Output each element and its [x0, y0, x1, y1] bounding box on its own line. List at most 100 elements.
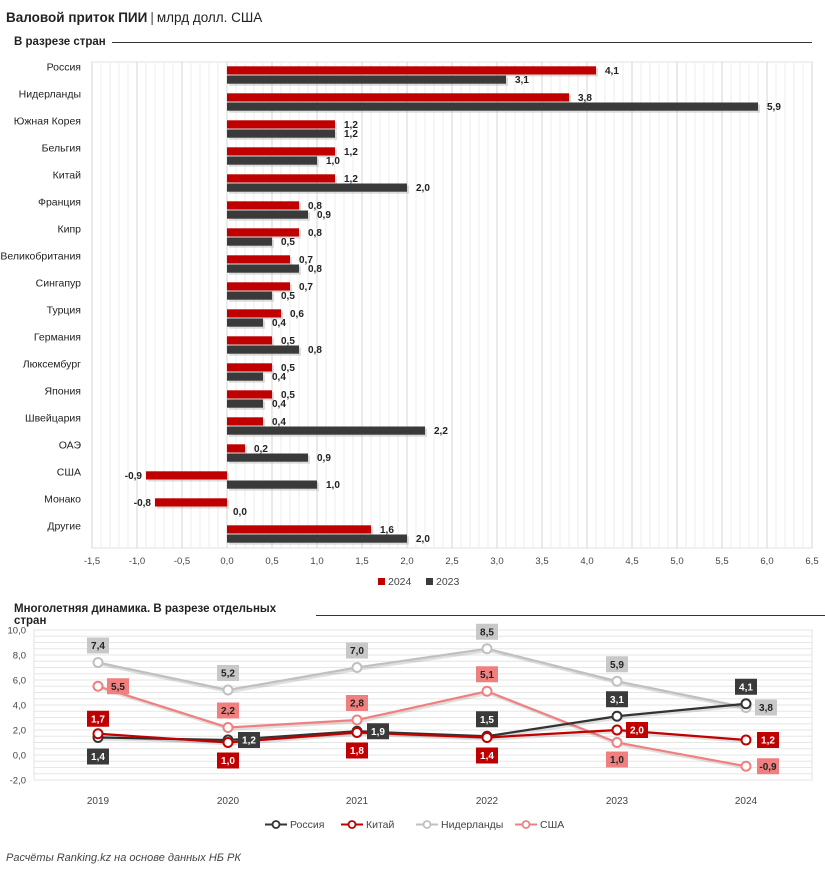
bar-2024	[146, 471, 227, 480]
bar-value-label: 0,2	[254, 444, 268, 455]
bar-value-label: 0,9	[317, 210, 331, 221]
y-tick-label: 2,0	[13, 726, 26, 737]
bar-value-label: 2,0	[416, 183, 430, 194]
data-label-box	[735, 678, 757, 695]
category-label: Бельгия	[42, 143, 81, 155]
data-label: 5,1	[480, 670, 494, 681]
data-point	[611, 737, 623, 748]
bar-2023	[227, 75, 506, 84]
data-point	[481, 732, 493, 743]
bar-2023	[227, 237, 272, 246]
x-tick-label: 1,5	[355, 556, 368, 567]
bar-2024	[227, 120, 335, 129]
data-label-box	[87, 710, 109, 727]
data-label: 1,7	[91, 714, 105, 725]
category-label: Нидерланды	[19, 89, 81, 101]
data-label-box	[757, 732, 779, 748]
x-tick-label: 0,5	[265, 556, 278, 567]
data-label-box	[217, 702, 239, 719]
section-countries: В разрезе стран	[14, 36, 812, 48]
bar-2024	[227, 228, 299, 237]
bar-2024	[155, 498, 227, 507]
x-tick-label: -1,5	[84, 556, 100, 567]
data-label: 1,0	[610, 755, 624, 766]
data-label: 2,2	[221, 706, 235, 717]
data-label: 8,5	[480, 627, 494, 638]
x-tick-label: 6,5	[805, 556, 818, 567]
category-label: Россия	[47, 62, 81, 74]
x-tick-label: 2,0	[400, 556, 413, 567]
bar-2023	[227, 183, 407, 192]
data-point	[611, 724, 623, 736]
data-label-box	[476, 666, 498, 683]
section-title-countries: В разрезе стран	[14, 36, 106, 48]
bar-2023	[227, 291, 272, 300]
data-label-box	[755, 699, 777, 716]
data-label-box	[606, 751, 628, 768]
bar-2023	[227, 210, 308, 219]
x-tick-label: 5,0	[670, 556, 683, 567]
bar-value-label: 0,8	[308, 228, 322, 239]
y-tick-label: -2,0	[10, 776, 26, 787]
bar-2023	[227, 372, 263, 381]
data-label-box	[87, 748, 109, 765]
y-tick-label: 10,0	[8, 626, 27, 637]
category-label: Турция	[47, 305, 81, 317]
bar-2024	[227, 174, 335, 183]
x-tick-label: 3,0	[490, 556, 503, 567]
data-label: 1,0	[221, 756, 235, 767]
data-label: 7,4	[91, 641, 105, 652]
bar-value-label: 0,5	[281, 237, 295, 248]
category-label: Монако	[44, 494, 81, 506]
data-point	[351, 714, 363, 726]
data-point	[222, 722, 234, 733]
x-tick-label: 1,0	[310, 556, 323, 567]
data-point	[92, 728, 104, 740]
category-label: Сингапур	[36, 278, 82, 290]
data-label: 3,8	[759, 703, 773, 714]
bar-value-label: 0,8	[308, 201, 322, 212]
bar-2024	[227, 66, 596, 75]
data-point	[740, 698, 752, 710]
bar-value-label: 1,0	[326, 156, 340, 167]
chart-title: Валовой приток ПИИ | млрд долл. США	[6, 10, 262, 25]
data-label: 1,2	[242, 736, 256, 747]
data-point	[92, 680, 104, 692]
bar-value-label: 1,2	[344, 129, 358, 140]
bar-value-label: 3,1	[515, 75, 529, 86]
data-label: 5,5	[111, 682, 125, 693]
legend-marker	[347, 820, 357, 829]
bar-value-label: 0,7	[299, 282, 313, 293]
bar-2023	[227, 129, 335, 138]
bar-2023	[227, 156, 317, 165]
data-label-box	[476, 711, 498, 728]
bar-2023	[227, 345, 299, 354]
bar-2024	[227, 201, 299, 210]
legend-label: 2024	[388, 576, 412, 588]
bar-2023	[227, 534, 407, 543]
section-title-dynamics: Многолетняя динамика. В разрезе отдельны…	[14, 603, 277, 627]
bar-2023	[227, 318, 263, 327]
data-label: 3,1	[610, 695, 624, 706]
bar-2023	[227, 399, 263, 408]
bar-value-label: 0,5	[281, 291, 295, 302]
data-point	[611, 675, 623, 687]
bar-2024	[227, 336, 272, 345]
data-label-box	[757, 758, 779, 775]
bar-value-label: 5,9	[767, 102, 781, 113]
data-label-box	[87, 637, 109, 654]
y-tick-label: 4,0	[13, 701, 26, 712]
y-tick-label: 8,0	[13, 651, 26, 662]
bar-value-label: 3,8	[578, 93, 592, 104]
category-label: Южная Корея	[14, 116, 81, 128]
bar-2023	[227, 480, 317, 489]
bar-value-label: 1,2	[344, 147, 358, 158]
unit-label: млрд долл. США	[156, 10, 263, 25]
data-label-box	[346, 642, 368, 659]
bar-2024	[227, 525, 371, 534]
legend-label: Нидерланды	[441, 819, 503, 831]
category-label: США	[57, 467, 81, 479]
x-tick-label: 6,0	[760, 556, 773, 567]
legend-swatch	[378, 578, 385, 585]
data-label: 4,1	[739, 682, 753, 693]
